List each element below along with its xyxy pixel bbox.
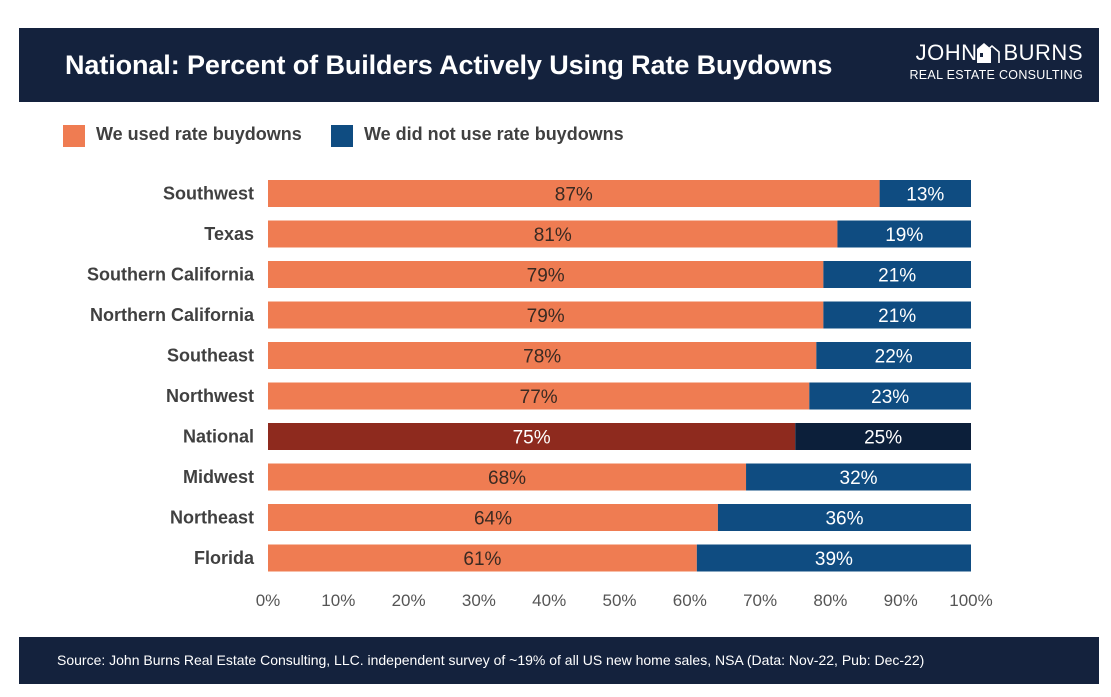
x-tick-label: 60% bbox=[673, 591, 707, 610]
category-label-southeast: Southeast bbox=[167, 346, 254, 366]
bar-not-used-northern-california bbox=[823, 301, 971, 329]
x-tick-label: 0% bbox=[256, 591, 281, 610]
bar-not-used-national bbox=[795, 423, 971, 450]
bar-not-used-southeast bbox=[816, 342, 971, 369]
bar-used-midwest bbox=[268, 463, 747, 491]
category-label-northern-california: Northern California bbox=[90, 305, 255, 325]
category-label-florida: Florida bbox=[194, 548, 255, 568]
bar-used-northwest bbox=[268, 382, 810, 410]
category-label-midwest: Midwest bbox=[183, 467, 254, 487]
bar-not-used-southern-california bbox=[823, 261, 971, 288]
legend-label-not-used: We did not use rate buydowns bbox=[364, 124, 624, 144]
value-label-used-southwest: 87% bbox=[555, 185, 593, 206]
logo-tagline: REAL ESTATE CONSULTING bbox=[909, 68, 1083, 82]
value-label-used-northwest: 77% bbox=[520, 387, 558, 408]
x-tick-label: 20% bbox=[392, 591, 426, 610]
logo-word-burns: BURNS bbox=[1003, 40, 1083, 65]
source-footer: Source: John Burns Real Estate Consultin… bbox=[19, 637, 1099, 684]
x-tick-label: 50% bbox=[602, 591, 636, 610]
source-note: Source: John Burns Real Estate Consultin… bbox=[57, 652, 925, 668]
x-tick-label: 90% bbox=[884, 591, 918, 610]
category-label-texas: Texas bbox=[204, 224, 254, 244]
value-label-used-northern-california: 79% bbox=[527, 306, 565, 327]
x-tick-label: 30% bbox=[462, 591, 496, 610]
legend-swatch-used bbox=[63, 125, 85, 147]
x-tick-label: 10% bbox=[321, 591, 355, 610]
bar-used-national bbox=[268, 423, 796, 450]
house-logo-icon bbox=[977, 43, 1000, 63]
bar-not-used-northwest bbox=[809, 382, 971, 410]
value-label-not-used-texas: 19% bbox=[885, 225, 923, 246]
john-burns-logo: JOHN BURNS REAL ESTATE CONSULTING bbox=[909, 40, 1083, 92]
x-tick-label: 70% bbox=[743, 591, 777, 610]
value-label-not-used-national: 25% bbox=[864, 428, 902, 449]
bar-used-southwest bbox=[268, 180, 880, 207]
value-label-not-used-northern-california: 21% bbox=[878, 306, 916, 327]
bar-not-used-northeast bbox=[717, 504, 971, 531]
bar-not-used-southwest bbox=[879, 180, 971, 207]
category-label-southern-california: Southern California bbox=[87, 265, 255, 285]
value-label-not-used-northwest: 23% bbox=[871, 387, 909, 408]
legend-label-used: We used rate buydowns bbox=[96, 124, 302, 144]
value-label-not-used-midwest: 32% bbox=[840, 468, 878, 489]
bar-used-northeast bbox=[268, 504, 718, 531]
bar-used-southeast bbox=[268, 342, 817, 369]
logo-wordmark: JOHN BURNS bbox=[916, 40, 1083, 66]
legend-swatch-not-used bbox=[331, 125, 353, 147]
category-label-northwest: Northwest bbox=[166, 386, 254, 406]
value-label-used-florida: 61% bbox=[463, 549, 501, 570]
logo-word-john: JOHN bbox=[915, 40, 978, 65]
bar-used-southern-california bbox=[268, 261, 824, 288]
chart-header: National: Percent of Builders Actively U… bbox=[19, 28, 1099, 102]
value-label-used-northeast: 64% bbox=[474, 509, 512, 530]
value-label-used-midwest: 68% bbox=[488, 468, 526, 489]
value-label-not-used-northeast: 36% bbox=[825, 509, 863, 530]
value-label-used-national: 75% bbox=[513, 428, 551, 449]
bar-used-texas bbox=[268, 220, 838, 248]
value-label-used-texas: 81% bbox=[534, 225, 572, 246]
bar-not-used-midwest bbox=[746, 463, 971, 491]
value-label-used-southern-california: 79% bbox=[527, 266, 565, 287]
value-label-not-used-southwest: 13% bbox=[906, 185, 944, 206]
value-label-not-used-florida: 39% bbox=[815, 549, 853, 570]
bar-used-florida bbox=[268, 544, 697, 572]
bar-used-northern-california bbox=[268, 301, 824, 329]
value-label-not-used-southeast: 22% bbox=[875, 347, 913, 368]
category-label-national: National bbox=[183, 427, 254, 447]
x-tick-label: 100% bbox=[949, 591, 992, 610]
value-label-used-southeast: 78% bbox=[523, 347, 561, 368]
category-label-southwest: Southwest bbox=[163, 184, 254, 204]
bar-not-used-florida bbox=[696, 544, 971, 572]
category-label-northeast: Northeast bbox=[170, 508, 254, 528]
chart-title: National: Percent of Builders Actively U… bbox=[65, 50, 833, 80]
x-tick-label: 40% bbox=[532, 591, 566, 610]
bar-not-used-texas bbox=[837, 220, 971, 248]
value-label-not-used-southern-california: 21% bbox=[878, 266, 916, 287]
x-tick-label: 80% bbox=[813, 591, 847, 610]
